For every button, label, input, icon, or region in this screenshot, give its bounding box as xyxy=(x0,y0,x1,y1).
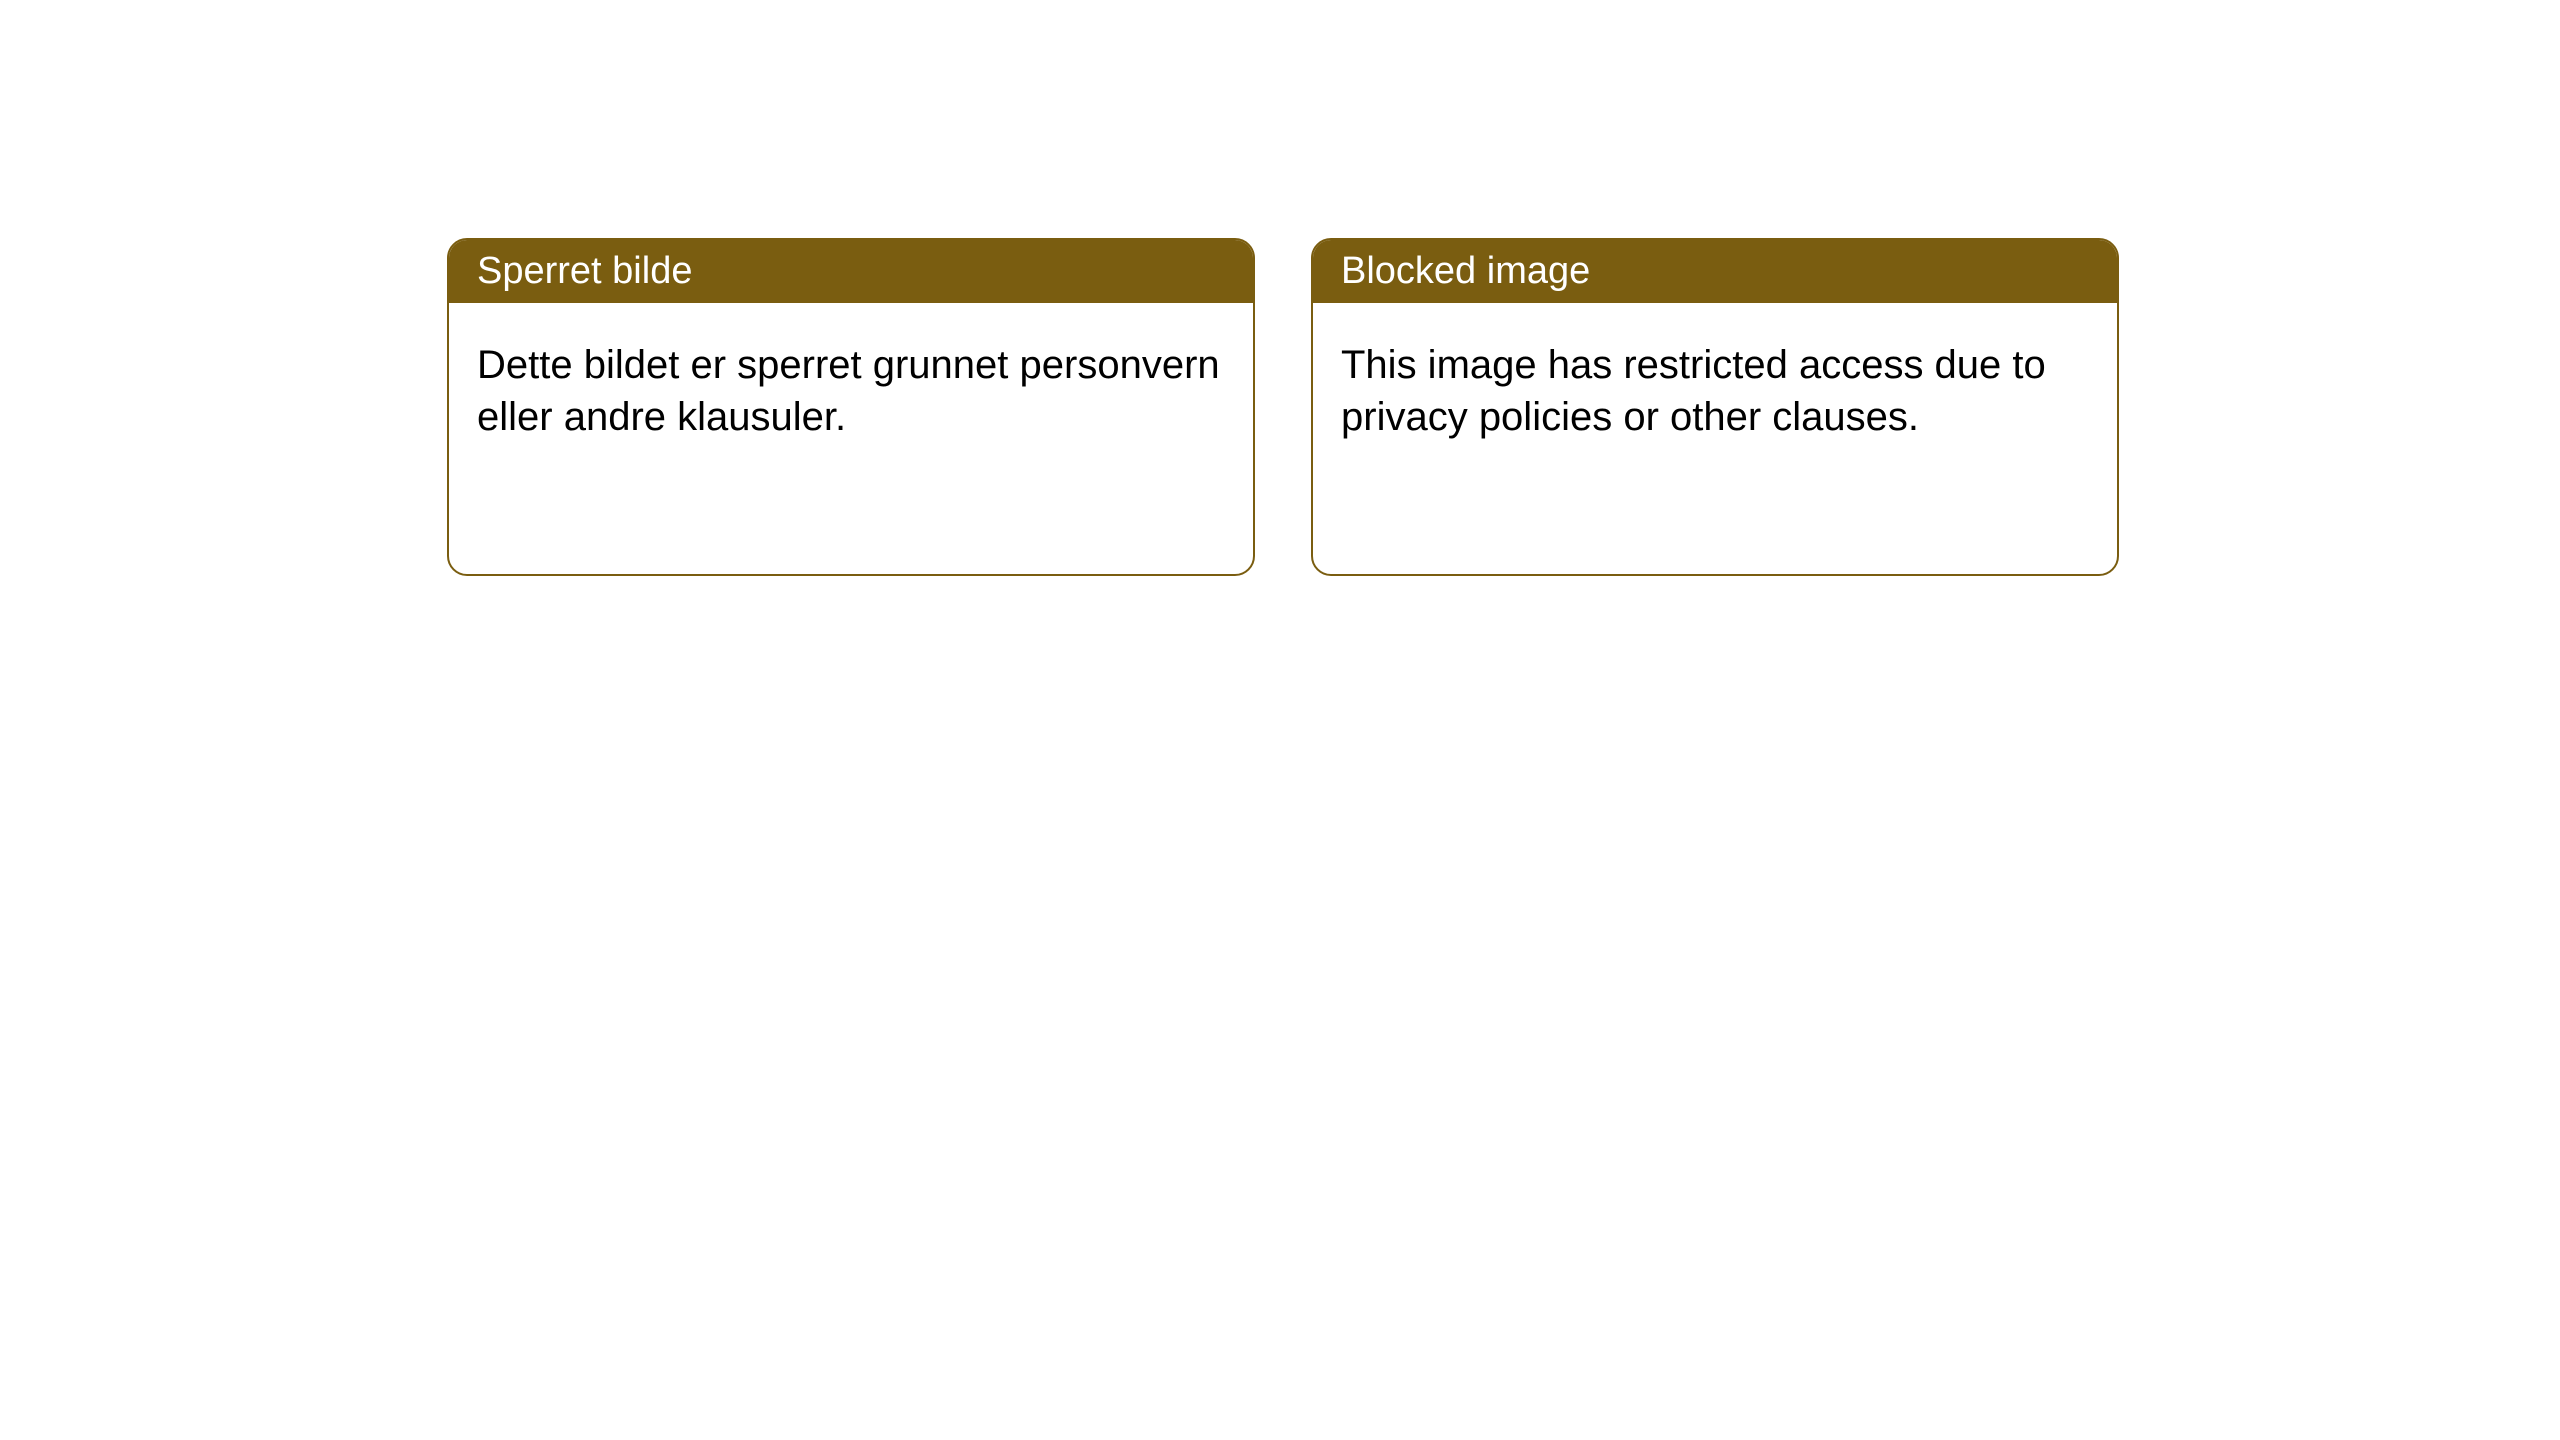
notice-card-english: Blocked image This image has restricted … xyxy=(1311,238,2119,576)
notice-card-norwegian: Sperret bilde Dette bildet er sperret gr… xyxy=(447,238,1255,576)
card-body-text: Dette bildet er sperret grunnet personve… xyxy=(477,343,1220,439)
card-title: Sperret bilde xyxy=(477,250,692,292)
notice-cards-container: Sperret bilde Dette bildet er sperret gr… xyxy=(447,238,2119,576)
card-body: Dette bildet er sperret grunnet personve… xyxy=(449,303,1253,479)
card-title: Blocked image xyxy=(1341,250,1590,292)
card-header: Blocked image xyxy=(1313,240,2117,303)
card-header: Sperret bilde xyxy=(449,240,1253,303)
card-body-text: This image has restricted access due to … xyxy=(1341,343,2046,439)
card-body: This image has restricted access due to … xyxy=(1313,303,2117,479)
